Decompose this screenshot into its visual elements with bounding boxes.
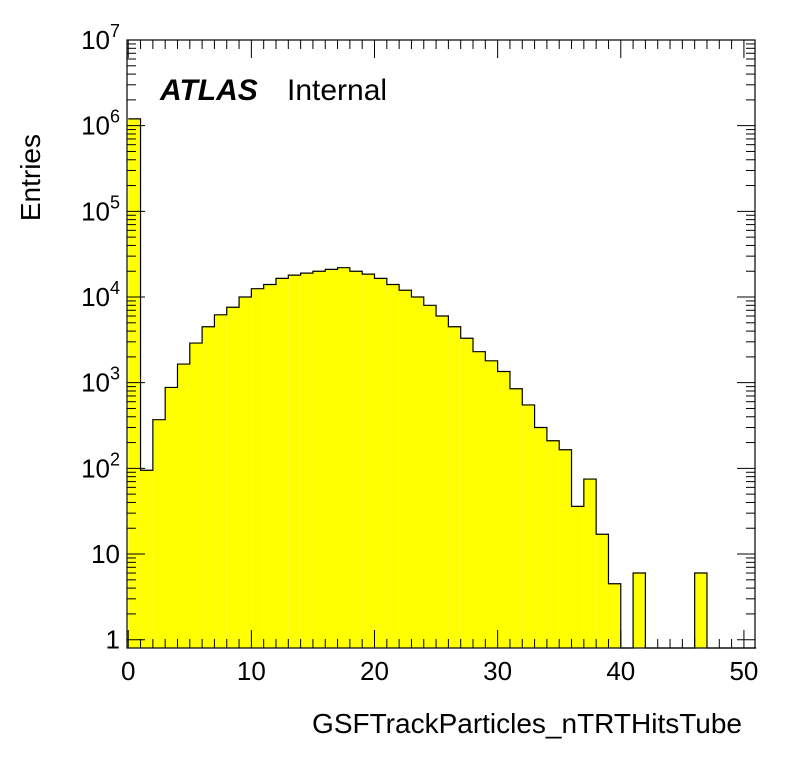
y-tick-label: 10	[91, 539, 120, 569]
x-tick-label: 50	[729, 656, 758, 686]
histogram-bar-26	[448, 326, 461, 648]
histogram-bar-33	[534, 427, 547, 648]
histogram-bar-12	[275, 278, 289, 648]
y-tick-labels: 1 10 102 103 104 105 106 107	[81, 21, 120, 655]
histogram-bar-22	[399, 290, 412, 648]
histogram-bar-14	[300, 273, 313, 648]
histogram-bar-9	[239, 297, 252, 648]
y-axis-title: Entries	[15, 134, 46, 221]
histogram-outline	[128, 118, 757, 649]
y-tick-label: 105	[81, 192, 120, 226]
atlas-label: ATLAS	[159, 74, 258, 107]
y-tick-label: 106	[81, 107, 120, 141]
histogram-bar-20	[374, 278, 387, 648]
x-axis-title: GSFTrackParticles_nTRTHitsTube	[312, 708, 742, 739]
histogram-bar-31	[509, 388, 523, 648]
x-tick-label: 0	[121, 656, 135, 686]
x-tick-labels: 0 10 20 30 40 50	[121, 656, 758, 686]
y-tick-label: 103	[81, 364, 120, 398]
internal-label: Internal	[287, 74, 387, 107]
histogram-bar-10	[251, 288, 264, 648]
histogram-bar-25	[436, 316, 449, 648]
histogram-bar-4	[177, 364, 190, 648]
histogram-bar-15	[312, 271, 326, 648]
histogram-bar-39	[608, 583, 621, 648]
histogram-bar-36	[571, 506, 584, 648]
histogram-bar-2	[152, 419, 166, 648]
histogram-bar-13	[288, 275, 301, 648]
histogram-bar-37	[583, 479, 597, 648]
x-tick-label: 30	[483, 656, 512, 686]
y-tick-label: 107	[81, 21, 120, 55]
histogram-bar-18	[349, 271, 363, 648]
histogram-bar-8	[226, 307, 240, 648]
y-tick-label: 104	[81, 278, 120, 312]
histogram-bar-46	[694, 573, 707, 648]
histogram-bar-23	[411, 297, 424, 648]
histogram-bar-21	[386, 284, 400, 648]
histogram-bar-34	[546, 440, 560, 648]
x-tick-label: 40	[606, 656, 635, 686]
histogram-bar-3	[165, 387, 178, 648]
histogram-bar-24	[423, 305, 437, 648]
histogram-bar-30	[497, 371, 510, 648]
x-tick-label: 20	[360, 656, 389, 686]
histogram-bar-19	[362, 274, 375, 648]
x-tick-label: 10	[237, 656, 266, 686]
histogram-bar-32	[522, 404, 535, 648]
histogram-bar-38	[596, 534, 609, 648]
axis-ticks	[127, 39, 755, 648]
y-tick-label: 1	[106, 625, 120, 655]
y-tick-label: 102	[81, 449, 120, 483]
histogram-bar-1	[140, 470, 153, 648]
plot-frame	[126, 39, 756, 649]
histogram-bar-5	[189, 343, 203, 648]
histogram-bar-17	[337, 267, 350, 648]
histogram-bar-41	[633, 573, 646, 648]
histogram-bar-35	[559, 449, 572, 648]
histogram-bar-0	[128, 118, 141, 648]
histogram-bar-6	[202, 326, 215, 648]
histogram-bar-16	[325, 269, 338, 648]
histogram-bar-27	[460, 338, 474, 648]
histogram-bars	[128, 118, 757, 649]
histogram-bar-7	[214, 314, 227, 648]
histogram-bar-28	[473, 351, 486, 648]
histogram-bar-29	[485, 360, 498, 648]
histogram-bar-11	[263, 284, 276, 648]
